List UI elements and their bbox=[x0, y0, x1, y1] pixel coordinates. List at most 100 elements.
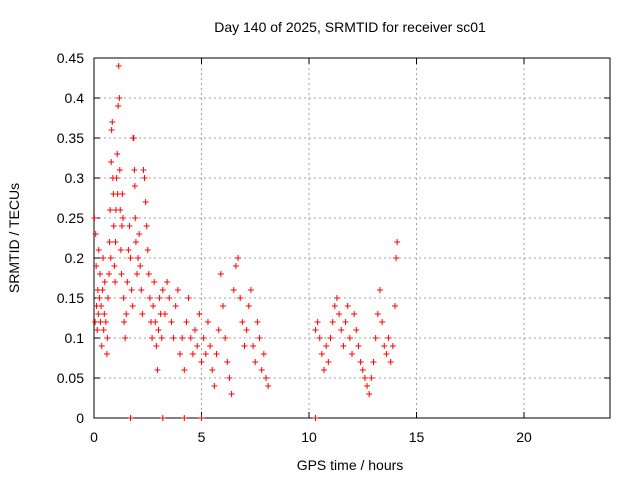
data-point bbox=[100, 255, 107, 261]
data-point bbox=[141, 175, 148, 181]
data-point bbox=[121, 319, 128, 325]
data-point bbox=[156, 295, 163, 301]
data-point bbox=[316, 335, 323, 341]
data-point bbox=[177, 351, 183, 357]
data-point bbox=[104, 295, 111, 301]
data-point bbox=[130, 135, 137, 141]
plot-frame bbox=[93, 57, 611, 419]
data-point bbox=[200, 335, 207, 341]
data-point bbox=[108, 127, 115, 133]
y-tick-label: 0.35 bbox=[57, 130, 84, 146]
data-point bbox=[107, 207, 114, 213]
data-point bbox=[368, 375, 375, 381]
data-point bbox=[98, 303, 105, 309]
data-point bbox=[220, 303, 226, 309]
data-point bbox=[329, 319, 336, 325]
data-point bbox=[106, 239, 113, 245]
data-point bbox=[325, 359, 332, 365]
data-point bbox=[265, 383, 272, 389]
data-point bbox=[370, 359, 377, 365]
data-point bbox=[108, 159, 115, 165]
data-point bbox=[111, 263, 118, 269]
data-point bbox=[336, 311, 343, 317]
data-point bbox=[106, 271, 113, 277]
data-point bbox=[92, 231, 99, 237]
data-point bbox=[318, 351, 325, 357]
data-point bbox=[104, 335, 111, 341]
data-point bbox=[99, 287, 106, 293]
y-tick-label: 0.45 bbox=[57, 50, 84, 66]
data-point bbox=[109, 119, 116, 125]
zero-data-point bbox=[159, 415, 166, 421]
data-point bbox=[327, 335, 334, 341]
data-point bbox=[321, 367, 328, 373]
data-point bbox=[222, 335, 229, 341]
zero-data-point bbox=[312, 415, 319, 421]
data-point bbox=[172, 303, 179, 309]
data-point bbox=[393, 255, 400, 261]
data-point bbox=[331, 303, 338, 309]
data-point bbox=[128, 287, 135, 293]
zero-data-point bbox=[181, 415, 188, 421]
y-tick-label: 0 bbox=[76, 410, 84, 426]
data-point bbox=[149, 335, 156, 341]
data-point bbox=[260, 351, 267, 357]
data-point bbox=[258, 367, 265, 373]
data-point bbox=[250, 343, 257, 349]
data-point bbox=[355, 343, 362, 349]
data-point bbox=[132, 215, 139, 221]
data-point bbox=[383, 351, 390, 357]
data-point bbox=[112, 239, 119, 245]
data-point bbox=[243, 327, 250, 333]
data-point bbox=[235, 255, 242, 261]
data-point bbox=[124, 279, 131, 285]
data-point bbox=[153, 343, 160, 349]
data-point bbox=[374, 311, 381, 317]
data-point bbox=[185, 295, 192, 301]
data-point bbox=[174, 287, 181, 293]
data-point bbox=[155, 327, 162, 333]
data-point bbox=[117, 207, 124, 213]
data-point bbox=[204, 319, 211, 325]
data-point bbox=[92, 319, 99, 325]
data-point bbox=[256, 335, 263, 341]
x-tick-label: 20 bbox=[516, 429, 532, 445]
data-point bbox=[346, 335, 353, 341]
data-point bbox=[340, 343, 347, 349]
data-point bbox=[349, 351, 355, 357]
data-point bbox=[170, 335, 177, 341]
data-point bbox=[135, 255, 142, 261]
data-point bbox=[97, 319, 104, 325]
data-point bbox=[213, 351, 220, 357]
data-point bbox=[323, 343, 330, 349]
data-point bbox=[132, 239, 139, 245]
data-point bbox=[342, 319, 349, 325]
data-point bbox=[120, 215, 127, 221]
x-tick-label: 15 bbox=[409, 429, 425, 445]
data-point bbox=[179, 335, 186, 341]
data-point bbox=[361, 375, 368, 381]
data-point bbox=[102, 319, 109, 325]
data-point bbox=[142, 199, 149, 205]
data-point bbox=[359, 367, 366, 373]
data-point bbox=[207, 343, 214, 349]
data-point bbox=[183, 319, 190, 325]
data-point bbox=[159, 287, 166, 293]
data-point bbox=[366, 391, 373, 397]
data-point bbox=[387, 359, 394, 365]
data-point bbox=[164, 279, 171, 285]
data-point bbox=[123, 311, 130, 317]
data-point bbox=[254, 319, 261, 325]
grid-lines bbox=[94, 58, 610, 418]
data-point bbox=[100, 327, 107, 333]
data-point bbox=[151, 279, 158, 285]
data-point bbox=[312, 327, 319, 333]
data-point bbox=[226, 375, 233, 381]
data-point bbox=[314, 319, 321, 325]
data-point bbox=[101, 279, 108, 285]
data-point bbox=[139, 311, 146, 317]
data-point bbox=[247, 287, 254, 293]
data-point bbox=[217, 271, 224, 277]
data-point bbox=[131, 183, 138, 189]
